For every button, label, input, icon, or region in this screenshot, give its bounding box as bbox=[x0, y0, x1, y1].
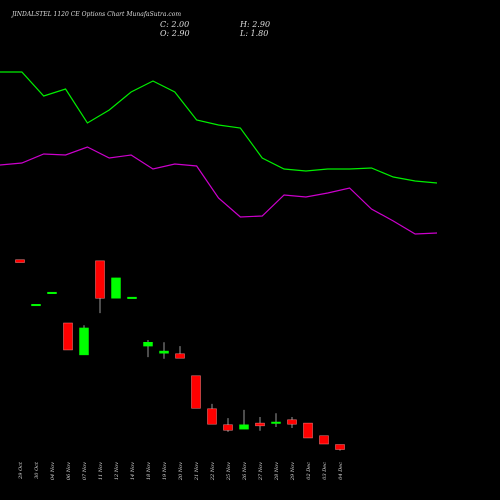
candle-body bbox=[239, 424, 249, 430]
x-tick-label: 29 Nov bbox=[290, 462, 296, 481]
x-tick-label: 20 Nov bbox=[178, 462, 184, 481]
x-tick-label: 30 Oct bbox=[34, 461, 40, 479]
candle-body bbox=[271, 421, 281, 424]
x-tick-label: 07 Nov bbox=[82, 462, 88, 480]
candle-body bbox=[159, 350, 169, 354]
indicator-line bbox=[0, 146, 438, 235]
x-tick-label: 11 Nov bbox=[98, 462, 104, 480]
candle-body bbox=[111, 277, 121, 299]
x-tick-label: 28 Nov bbox=[274, 462, 280, 481]
chart-title: JINDALSTEL 1120 CE Options Chart MunafaS… bbox=[10, 11, 181, 18]
x-tick-label: 26 Nov bbox=[242, 462, 248, 481]
x-tick-label: 12 Nov bbox=[114, 462, 120, 480]
x-tick-label: 02 Dec bbox=[306, 462, 312, 480]
candle-body bbox=[63, 322, 73, 351]
candle-body bbox=[191, 375, 201, 409]
x-tick-label: 04 Nov bbox=[50, 462, 56, 480]
candle-body bbox=[79, 327, 89, 356]
x-tick-label: 27 Nov bbox=[258, 462, 264, 481]
x-tick-label: 03 Dec bbox=[322, 462, 328, 480]
high-label: H: 2.90 bbox=[239, 20, 270, 29]
x-tick-label: 21 Nov bbox=[194, 462, 200, 481]
x-tick-label: 29 Oct bbox=[18, 461, 24, 480]
open-label: O: 2.90 bbox=[160, 29, 190, 38]
low-label: L: 1.80 bbox=[239, 29, 268, 38]
x-tick-label: 22 Nov bbox=[210, 462, 216, 481]
candle-body bbox=[319, 435, 329, 445]
candle-body bbox=[255, 422, 265, 427]
x-tick-label: 19 Nov bbox=[162, 462, 168, 480]
candle-body bbox=[127, 296, 137, 299]
x-tick-label: 06 Nov bbox=[66, 462, 72, 480]
candle-body bbox=[303, 422, 313, 439]
candle-body bbox=[335, 444, 345, 450]
x-tick-label: 18 Nov bbox=[146, 462, 152, 480]
candle-body bbox=[223, 424, 233, 431]
candle-body bbox=[31, 304, 41, 307]
indicator-line bbox=[0, 71, 438, 184]
candle-body bbox=[47, 291, 57, 294]
candle-body bbox=[287, 419, 297, 425]
x-tick-label: 14 Nov bbox=[130, 462, 136, 480]
candle-body bbox=[207, 408, 217, 425]
x-tick-label: 25 Nov bbox=[226, 462, 232, 481]
close-label: C: 2.00 bbox=[160, 20, 189, 29]
candle-body bbox=[95, 260, 105, 299]
candle-body bbox=[175, 353, 185, 359]
candle-body bbox=[143, 342, 153, 347]
x-tick-label: 04 Dec bbox=[338, 462, 344, 480]
candle-body bbox=[15, 259, 25, 263]
